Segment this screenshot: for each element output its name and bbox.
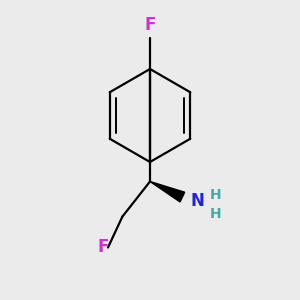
Text: F: F <box>98 238 109 256</box>
Text: H: H <box>210 208 222 221</box>
Polygon shape <box>150 182 185 202</box>
Text: N: N <box>190 192 204 210</box>
Text: F: F <box>144 16 156 34</box>
Text: H: H <box>210 188 222 202</box>
